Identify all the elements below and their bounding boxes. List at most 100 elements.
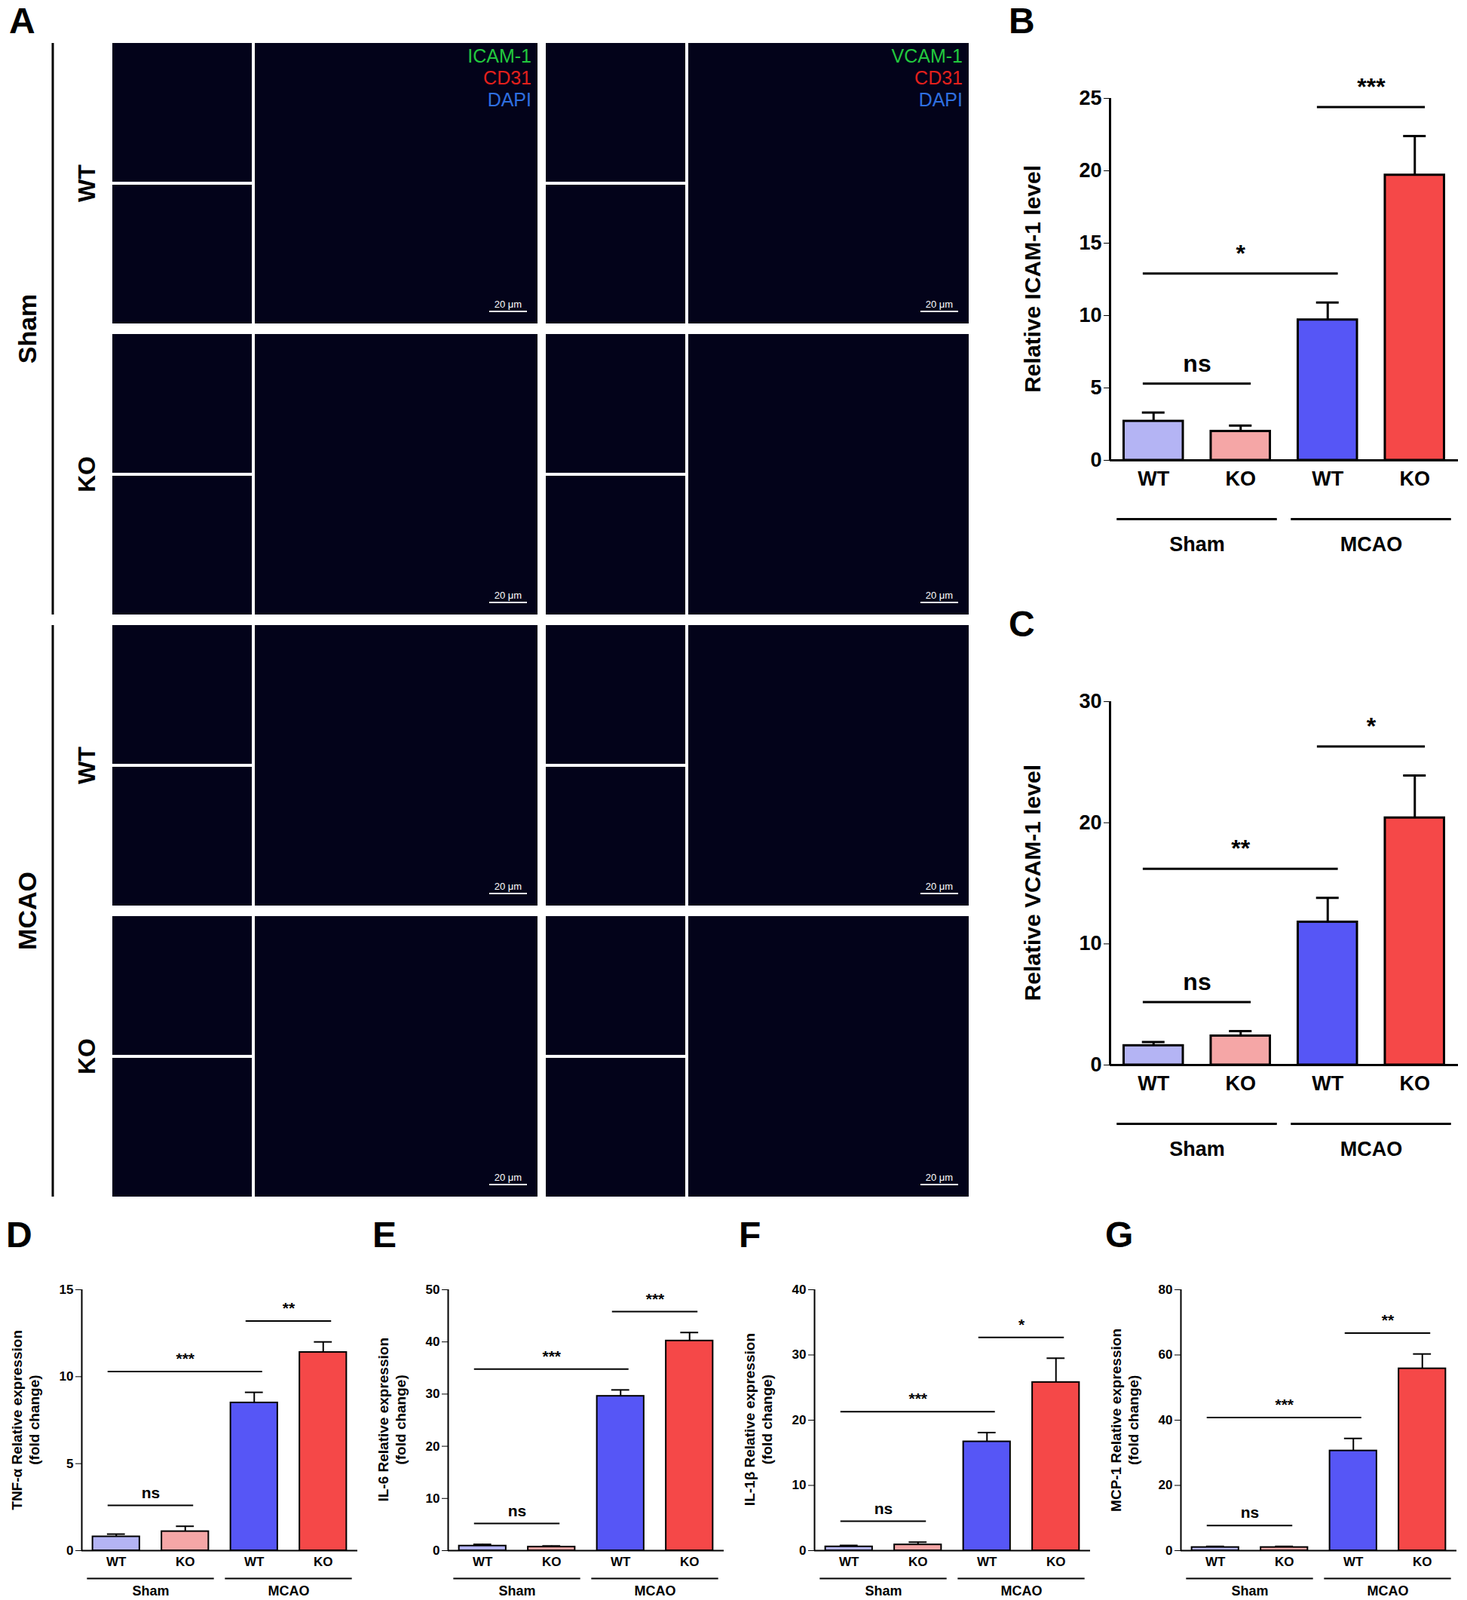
svg-text:0: 0 — [1165, 1543, 1173, 1558]
svg-text:MCAO: MCAO — [12, 871, 42, 950]
svg-text:***: *** — [908, 1389, 928, 1407]
svg-text:Sham: Sham — [1169, 1137, 1226, 1161]
svg-text:***: *** — [175, 1349, 195, 1367]
svg-text:MCAO: MCAO — [1367, 1583, 1409, 1599]
svg-text:**: ** — [282, 1298, 296, 1317]
svg-text:MCAO: MCAO — [1340, 532, 1403, 556]
svg-text:***: *** — [646, 1289, 665, 1308]
svg-text:10: 10 — [59, 1368, 74, 1384]
svg-text:KO: KO — [908, 1554, 928, 1569]
svg-text:ns: ns — [508, 1501, 527, 1520]
svg-text:40: 40 — [1158, 1412, 1173, 1428]
svg-text:30: 30 — [1078, 689, 1102, 713]
svg-text:MCAO: MCAO — [1340, 1137, 1403, 1161]
svg-text:20 μm: 20 μm — [925, 298, 953, 310]
svg-text:0: 0 — [432, 1543, 440, 1558]
svg-text:10: 10 — [1078, 303, 1102, 327]
svg-text:KO: KO — [1046, 1554, 1066, 1569]
svg-text:***: *** — [542, 1347, 561, 1365]
svg-text:DAPI: DAPI — [918, 88, 963, 111]
svg-text:WT: WT — [976, 1554, 998, 1569]
svg-text:40: 40 — [792, 1282, 807, 1297]
svg-text:WT: WT — [1311, 467, 1344, 491]
svg-text:0: 0 — [799, 1543, 806, 1558]
svg-text:30: 30 — [792, 1347, 807, 1362]
svg-text:*: * — [1236, 239, 1247, 267]
svg-text:15: 15 — [1078, 231, 1102, 255]
svg-text:ns: ns — [874, 1499, 894, 1517]
svg-text:10: 10 — [792, 1477, 807, 1492]
svg-text:25: 25 — [1078, 86, 1102, 110]
svg-text:Sham: Sham — [864, 1583, 902, 1599]
svg-text:WT: WT — [610, 1554, 631, 1569]
svg-text:CD31: CD31 — [483, 67, 532, 89]
svg-text:MCAO: MCAO — [268, 1583, 310, 1599]
svg-text:20: 20 — [425, 1439, 441, 1454]
svg-text:Sham: Sham — [12, 294, 42, 365]
svg-text:KO: KO — [73, 1038, 101, 1075]
svg-text:Sham: Sham — [131, 1583, 169, 1599]
svg-text:KO: KO — [1399, 1071, 1431, 1095]
svg-text:MCAO: MCAO — [634, 1583, 677, 1599]
svg-text:*: * — [1366, 712, 1377, 740]
svg-text:ns: ns — [141, 1483, 161, 1501]
svg-text:20 μm: 20 μm — [925, 1171, 953, 1183]
svg-text:20: 20 — [1078, 811, 1102, 834]
svg-text:KO: KO — [73, 456, 101, 493]
svg-text:Sham: Sham — [498, 1583, 536, 1599]
svg-text:A: A — [9, 0, 36, 41]
svg-text:**: ** — [1381, 1310, 1395, 1329]
svg-text:KO: KO — [679, 1554, 700, 1569]
svg-text:ns: ns — [1240, 1503, 1260, 1521]
svg-text:20 μm: 20 μm — [925, 589, 953, 601]
svg-text:10: 10 — [425, 1491, 441, 1506]
svg-text:ns: ns — [1182, 967, 1211, 996]
svg-text:30: 30 — [425, 1386, 441, 1401]
svg-text:20 μm: 20 μm — [494, 880, 522, 892]
svg-text:CD31: CD31 — [914, 67, 963, 89]
svg-text:***: *** — [1356, 73, 1386, 101]
svg-text:ns: ns — [1182, 349, 1211, 377]
svg-text:*: * — [1018, 1315, 1026, 1333]
svg-text:MCAO: MCAO — [1001, 1583, 1043, 1599]
svg-text:DAPI: DAPI — [487, 88, 532, 111]
svg-text:5: 5 — [1090, 376, 1102, 399]
svg-text:VCAM-1: VCAM-1 — [891, 45, 963, 67]
svg-text:50: 50 — [425, 1282, 441, 1297]
svg-text:KO: KO — [1225, 1071, 1257, 1095]
svg-text:KO: KO — [1399, 467, 1431, 491]
svg-text:KO: KO — [313, 1554, 334, 1569]
svg-text:WT: WT — [1343, 1554, 1364, 1569]
svg-text:5: 5 — [66, 1456, 74, 1471]
svg-text:40: 40 — [425, 1334, 441, 1349]
svg-text:WT: WT — [1137, 467, 1170, 491]
svg-text:Sham: Sham — [1169, 532, 1226, 556]
svg-text:WT: WT — [244, 1554, 265, 1569]
svg-text:ICAM-1: ICAM-1 — [467, 45, 532, 67]
svg-text:KO: KO — [175, 1554, 196, 1569]
svg-text:KO: KO — [1412, 1554, 1433, 1569]
svg-text:KO: KO — [1274, 1554, 1295, 1569]
svg-text:0: 0 — [66, 1543, 74, 1558]
svg-text:WT: WT — [73, 746, 101, 785]
svg-text:15: 15 — [59, 1282, 74, 1297]
svg-text:WT: WT — [106, 1554, 127, 1569]
svg-text:20 μm: 20 μm — [494, 589, 522, 601]
svg-text:WT: WT — [839, 1554, 860, 1569]
svg-text:60: 60 — [1158, 1347, 1173, 1362]
svg-text:KO: KO — [1225, 467, 1257, 491]
svg-text:Sham: Sham — [1231, 1583, 1268, 1599]
svg-text:20 μm: 20 μm — [925, 880, 953, 892]
svg-text:20: 20 — [1158, 1477, 1173, 1492]
svg-text:20 μm: 20 μm — [494, 1171, 522, 1183]
svg-text:WT: WT — [472, 1554, 494, 1569]
svg-text:WT: WT — [1137, 1071, 1170, 1095]
svg-text:WT: WT — [73, 164, 101, 203]
svg-text:**: ** — [1231, 834, 1250, 862]
svg-text:10: 10 — [1078, 931, 1102, 955]
svg-text:20 μm: 20 μm — [494, 298, 522, 310]
svg-text:80: 80 — [1158, 1282, 1173, 1297]
svg-text:WT: WT — [1205, 1554, 1226, 1569]
svg-text:0: 0 — [1090, 1053, 1102, 1076]
svg-text:20: 20 — [792, 1412, 807, 1428]
